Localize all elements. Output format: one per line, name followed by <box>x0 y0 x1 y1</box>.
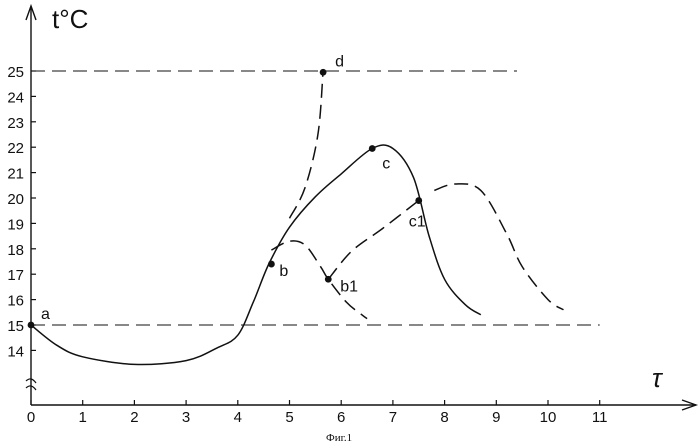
marked-points: a b b1 c c1 d <box>28 53 426 328</box>
y-tick-label: 19 <box>7 216 24 233</box>
y-tick-label: 18 <box>7 242 24 259</box>
x-tick-label: 11 <box>592 409 608 426</box>
x-tick-label: 9 <box>492 409 500 426</box>
y-tick-label: 21 <box>7 166 24 183</box>
x-tick-label: 3 <box>182 409 190 426</box>
point-b1 <box>325 276 332 283</box>
point-label-a: a <box>41 306 50 323</box>
point-b <box>268 261 275 268</box>
point-d <box>320 69 327 76</box>
x-axis-title: τ <box>652 363 664 393</box>
figure-caption: Фиг.1 <box>326 432 352 444</box>
point-label-b1: b1 <box>340 278 358 295</box>
point-label-c: c <box>382 155 390 172</box>
y-tick-label: 24 <box>7 89 24 106</box>
point-label-b: b <box>279 263 288 280</box>
curves <box>31 71 564 365</box>
x-tick-label: 5 <box>285 409 293 426</box>
point-c <box>369 145 376 152</box>
y-tick-label: 20 <box>7 191 24 208</box>
dashed-curve <box>328 201 419 280</box>
x-tick-label: 0 <box>27 409 35 426</box>
solid-curve <box>31 145 481 364</box>
x-tick-label: 1 <box>79 409 87 426</box>
reference-lines <box>31 71 600 325</box>
y-tick-label: 15 <box>7 318 24 335</box>
point-label-d: d <box>335 53 344 70</box>
ticks: 01234567891011141516171819202122232425 <box>7 64 607 426</box>
dashed-curve <box>434 184 563 310</box>
y-tick-label: 17 <box>7 267 24 284</box>
y-axis-title: t°C <box>52 4 88 34</box>
x-tick-label: 2 <box>130 409 138 426</box>
y-tick-label: 23 <box>7 115 24 132</box>
x-tick-label: 10 <box>540 409 557 426</box>
x-tick-label: 7 <box>389 409 397 426</box>
x-tick-label: 8 <box>440 409 448 426</box>
y-tick-label: 16 <box>7 293 24 310</box>
y-tick-label: 22 <box>7 140 24 157</box>
y-tick-label: 14 <box>7 343 24 360</box>
dashed-curve <box>290 71 324 218</box>
x-tick-label: 4 <box>234 409 242 426</box>
point-label-c1: c1 <box>409 214 426 231</box>
axes <box>26 6 696 410</box>
point-c1 <box>415 197 422 204</box>
point-a <box>28 322 35 329</box>
y-tick-label: 25 <box>7 64 24 81</box>
x-tick-label: 6 <box>337 409 345 426</box>
